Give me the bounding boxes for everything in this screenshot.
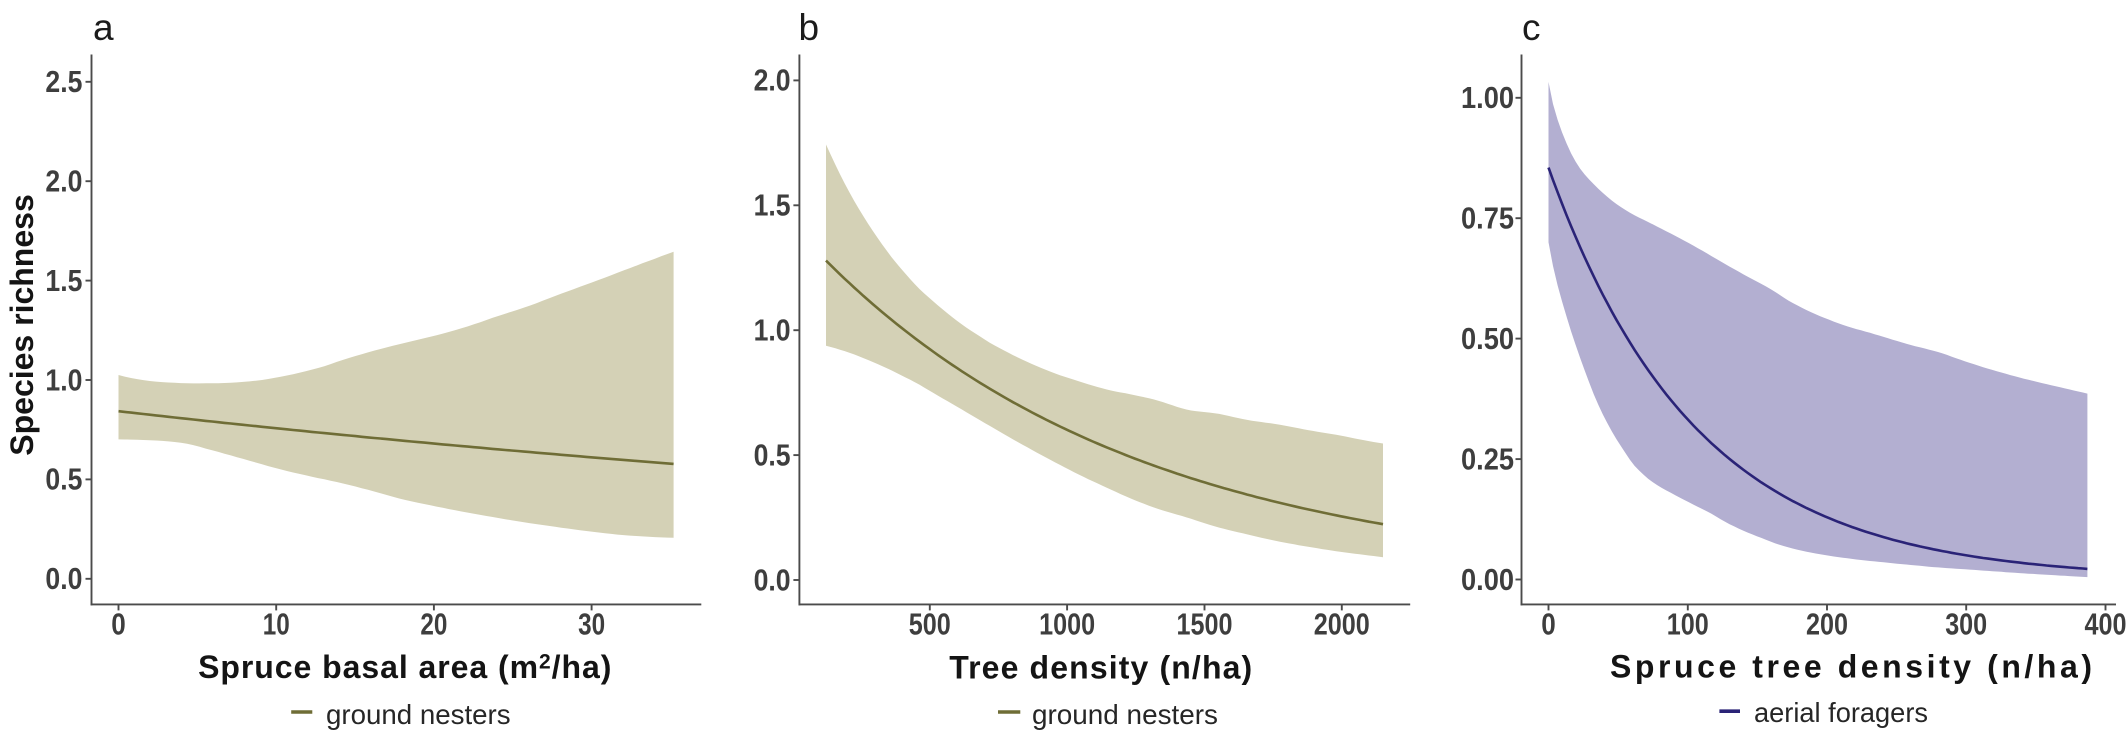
svg-text:0.0: 0.0: [754, 562, 791, 597]
svg-text:0.50: 0.50: [1461, 321, 1514, 356]
svg-text:0.00: 0.00: [1461, 562, 1514, 597]
svg-text:b: b: [799, 7, 820, 48]
svg-text:ground nesters: ground nesters: [326, 699, 511, 730]
svg-text:100: 100: [1667, 606, 1709, 641]
svg-text:1.0: 1.0: [754, 313, 791, 348]
svg-text:1.00: 1.00: [1461, 80, 1514, 115]
svg-text:Spruce tree density (n/ha): Spruce tree density (n/ha): [1610, 649, 2092, 685]
svg-text:0.75: 0.75: [1461, 201, 1514, 236]
svg-text:ground nesters: ground nesters: [1032, 699, 1218, 730]
svg-text:200: 200: [1806, 606, 1848, 641]
svg-text:30: 30: [578, 606, 605, 641]
svg-text:300: 300: [1945, 606, 1987, 641]
svg-text:Tree density (n/ha): Tree density (n/ha): [949, 650, 1252, 686]
svg-text:400: 400: [2085, 606, 2126, 641]
svg-text:0.5: 0.5: [45, 462, 82, 497]
svg-text:a: a: [93, 7, 114, 48]
svg-text:1000: 1000: [1039, 606, 1095, 641]
svg-text:aerial foragers: aerial foragers: [1754, 697, 1928, 728]
svg-text:0.5: 0.5: [754, 437, 791, 472]
svg-text:0.25: 0.25: [1461, 441, 1514, 476]
svg-text:2000: 2000: [1314, 606, 1370, 641]
svg-text:1.5: 1.5: [754, 188, 791, 223]
svg-text:500: 500: [909, 606, 951, 641]
svg-text:0.0: 0.0: [45, 561, 82, 596]
svg-text:1.5: 1.5: [45, 263, 82, 298]
svg-text:0: 0: [111, 606, 126, 641]
svg-text:c: c: [1522, 7, 1541, 48]
svg-text:20: 20: [420, 606, 447, 641]
svg-text:10: 10: [263, 606, 290, 641]
svg-text:1.0: 1.0: [45, 362, 82, 397]
svg-text:2.0: 2.0: [45, 164, 82, 199]
svg-text:0: 0: [1541, 606, 1556, 641]
svg-text:Species richness: Species richness: [4, 194, 40, 455]
svg-text:2.0: 2.0: [754, 63, 791, 98]
svg-text:2.5: 2.5: [45, 64, 82, 99]
svg-text:1500: 1500: [1177, 606, 1233, 641]
